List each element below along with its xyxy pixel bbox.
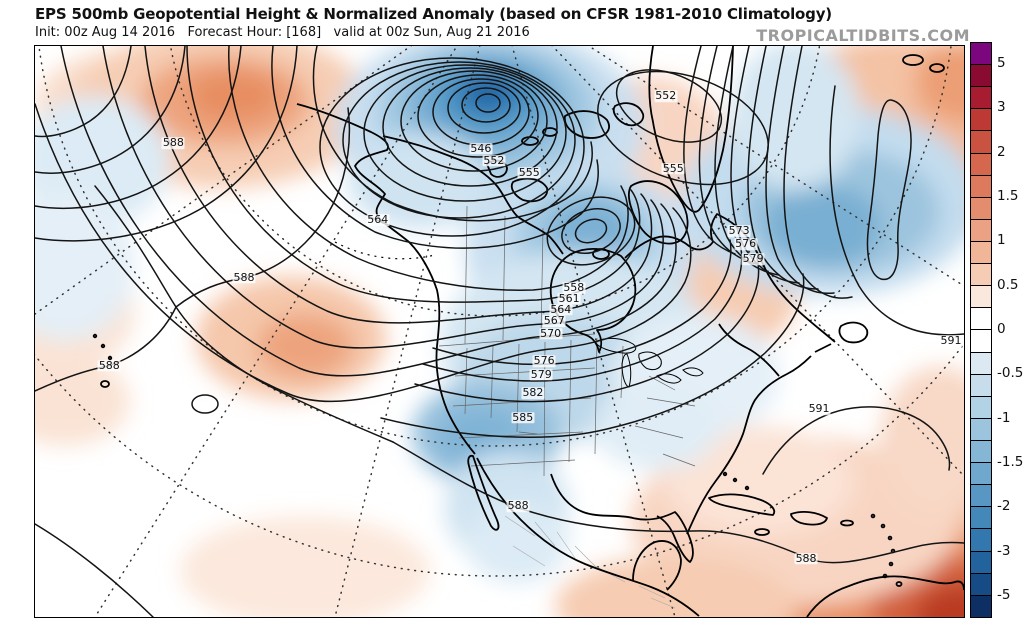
colorbar-tick-label: 3 [997,99,1006,116]
colorbar-segment [971,174,991,197]
colorbar-segment [971,373,991,396]
colorbar-segment [971,152,991,175]
colorbar-segment [971,572,991,595]
colorbar-tick-label: 5 [997,55,1006,72]
colorbar-ticks: 5 3 2 1.5 1 0.5 0 -0.5 -1 -1.5 -2 -3 -5 [997,42,1024,618]
colorbar-tick-label: -2 [997,498,1011,515]
colorbar-tick-label: 1.5 [997,188,1019,205]
colorbar-segment [971,329,991,352]
colorbar-segment [971,285,991,308]
colorbar-segment [971,528,991,551]
colorbar-tick-label: -5 [997,586,1011,603]
colorbar-segment [971,263,991,286]
colorbar-segment [971,395,991,418]
colorbar-tick-label: 0 [997,321,1006,337]
colorbar-segment [971,550,991,573]
colorbar-segment [971,130,991,153]
colorbar-segment [971,196,991,219]
colorbar-segment [971,439,991,463]
colorbar-tick-label: -0.5 [997,365,1024,382]
colorbar-tick-label: -1 [997,409,1011,426]
coastline-layer [92,46,964,617]
page-title: EPS 500mb Geopotential Height & Normaliz… [35,5,832,23]
colorbar-segment [971,64,991,87]
map-area: 588 546 552 555 552 555 564 588 588 573 576 579 558 5… [34,45,965,618]
colorbar-segment [971,462,991,485]
colorbar-tick-label: -3 [997,542,1011,559]
colorbar-segment [971,484,991,507]
chart-subtitle: Init: 00z Aug 14 2016 Forecast Hour: [16… [35,25,530,40]
colorbar-tick-label: 1 [997,232,1006,249]
map-canvas [35,46,964,617]
watermark: TROPICALTIDBITS.COM [756,26,970,45]
contour-layer [35,46,964,617]
colorbar-segment [971,218,991,241]
colorbar-tick-label: 2 [997,143,1006,160]
colorbar-segment [971,594,991,617]
colorbar-tick-label: -1.5 [997,453,1024,470]
colorbar-tick-label: 0.5 [997,276,1019,293]
colorbar-segment [971,240,991,264]
colorbar-segment [971,108,991,131]
colorbar [970,42,992,618]
colorbar-segment [971,506,991,529]
colorbar-segment [971,351,991,374]
colorbar-segment [971,307,991,330]
colorbar-segment [971,86,991,109]
colorbar-segment [971,43,991,65]
colorbar-segment [971,417,991,440]
